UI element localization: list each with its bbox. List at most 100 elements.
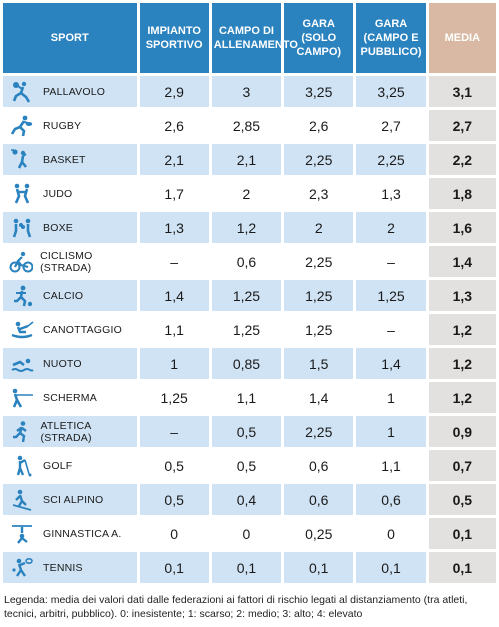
impianto-value: – — [139, 416, 209, 447]
table-row: PALLAVOLO 2,9 3 3,25 3,25 3,1 — [3, 76, 496, 107]
table-body: PALLAVOLO 2,9 3 3,25 3,25 3,1 RUGBY 2,6 2,85 2,6 2… — [3, 76, 496, 583]
table-row: BASKET 2,1 2,1 2,25 2,25 2,2 — [3, 144, 496, 175]
gymnastics-icon — [7, 521, 37, 547]
campo-value: 2,85 — [211, 110, 282, 141]
campo-value: 0 — [211, 518, 282, 549]
gara-solo-value: 1,5 — [284, 348, 354, 379]
campo-value: 1,25 — [211, 314, 282, 345]
gara-pubblico-value: 2 — [356, 212, 426, 243]
header-gara-solo: GARA (SOLO CAMPO) — [284, 3, 354, 73]
media-value: 1,6 — [428, 212, 496, 243]
header-sport: SPORT — [3, 3, 137, 73]
sport-cell: SCI ALPINO — [3, 484, 137, 515]
sport-name: BASKET — [43, 153, 86, 166]
sport-name: CICLISMO (strada) — [40, 249, 93, 274]
table-row: CANOTTAGGIO 1,1 1,25 1,25–1,2 — [3, 314, 496, 345]
impianto-value: 1 — [139, 348, 209, 379]
media-value: 0,1 — [428, 552, 496, 583]
soccer-player-icon — [7, 283, 37, 309]
impianto-value: – — [139, 246, 209, 277]
gara-solo-value: 0,6 — [284, 450, 354, 481]
sport-name: SCI ALPINO — [43, 493, 104, 506]
table-row: NUOTO 1 0,85 1,5 1,4 1,2 — [3, 348, 496, 379]
gara-solo-value: 2,25 — [284, 144, 354, 175]
campo-value: 2 — [211, 178, 282, 209]
impianto-value: 0,1 — [139, 552, 209, 583]
sport-cell: ATLETICA (strada) — [3, 416, 137, 447]
impianto-value: 0,5 — [139, 450, 209, 481]
gara-pubblico-value: 1,3 — [356, 178, 426, 209]
fencing-icon — [7, 385, 37, 411]
table-row: CICLISMO (strada) –0,6 2,25–1,4 — [3, 246, 496, 277]
media-value: 1,8 — [428, 178, 496, 209]
gara-pubblico-value: 0,1 — [356, 552, 426, 583]
header-gara-pubblico: GARA (CAMPO E PUBBLICO) — [356, 3, 426, 73]
impianto-value: 0,5 — [139, 484, 209, 515]
sport-cell: CALCIO — [3, 280, 137, 311]
campo-value: 0,4 — [211, 484, 282, 515]
gara-pubblico-value: 0 — [356, 518, 426, 549]
gara-solo-value: 3,25 — [284, 76, 354, 107]
media-value: 0,9 — [428, 416, 496, 447]
sport-name: NUOTO — [43, 357, 82, 370]
sport-name: BOXE — [43, 221, 73, 234]
swimming-icon — [7, 351, 37, 377]
media-value: 3,1 — [428, 76, 496, 107]
golf-icon — [7, 453, 37, 479]
sport-name: TENNIS — [43, 561, 83, 574]
table-row: ATLETICA (strada) –0,5 2,25 1 0,9 — [3, 416, 496, 447]
header-impianto: IMPIANTO SPORTIVO — [139, 3, 209, 73]
gara-pubblico-value: 1 — [356, 416, 426, 447]
header-campo: CAMPO DI ALLENAMENTO — [211, 3, 298, 73]
campo-value: 1,25 — [211, 280, 282, 311]
media-value: 2,7 — [428, 110, 496, 141]
campo-value: 0,85 — [211, 348, 282, 379]
impianto-value: 1,4 — [139, 280, 209, 311]
table-row: SCHERMA 1,25 1,1 1,4 1 1,2 — [3, 382, 496, 413]
impianto-value: 1,1 — [139, 314, 209, 345]
volleyball-player-icon — [7, 79, 37, 105]
sport-cell: CANOTTAGGIO — [3, 314, 137, 345]
tennis-icon — [7, 555, 37, 581]
gara-pubblico-value: 1,1 — [356, 450, 426, 481]
gara-solo-value: 1,25 — [284, 314, 354, 345]
rowing-icon — [7, 317, 37, 343]
gara-solo-value: 1,25 — [284, 280, 354, 311]
header-row: SPORT IMPIANTO SPORTIVO CAMPO DI ALLENAM… — [3, 3, 496, 73]
media-value: 1,3 — [428, 280, 496, 311]
table-row: GOLF 0,5 0,5 0,6 1,1 0,7 — [3, 450, 496, 481]
gara-pubblico-value: 1,25 — [356, 280, 426, 311]
sport-name: RUGBY — [43, 119, 82, 132]
table-row: CALCIO 1,4 1,25 1,25 1,25 1,3 — [3, 280, 496, 311]
sport-cell: RUGBY — [3, 110, 137, 141]
table-row: SCI ALPINO 0,5 0,4 0,6 0,6 0,5 — [3, 484, 496, 515]
campo-value: 1,2 — [211, 212, 282, 243]
impianto-value: 2,1 — [139, 144, 209, 175]
sport-cell: BASKET — [3, 144, 137, 175]
header-media: MEDIA — [428, 3, 496, 73]
sport-name: PALLAVOLO — [43, 85, 106, 98]
media-value: 1,2 — [428, 348, 496, 379]
table-row: GINNASTICA A. 0 0 0,25 0 0,1 — [3, 518, 496, 549]
gara-pubblico-value: 2,7 — [356, 110, 426, 141]
gara-pubblico-value: 1,4 — [356, 348, 426, 379]
sport-cell: PALLAVOLO — [3, 76, 137, 107]
legend-text: Legenda: media dei valori dati dalle fed… — [4, 594, 468, 620]
cycling-icon — [7, 249, 34, 275]
sport-cell: TENNIS — [3, 552, 137, 583]
sport-name: JUDO — [43, 187, 73, 200]
sport-name: CANOTTAGGIO — [43, 323, 123, 336]
media-value: 2,2 — [428, 144, 496, 175]
table-row: TENNIS 0,1 0,1 0,1 0,1 0,1 — [3, 552, 496, 583]
judo-icon — [7, 181, 37, 207]
gara-pubblico-value: 0,6 — [356, 484, 426, 515]
sport-cell: SCHERMA — [3, 382, 137, 413]
sport-name: GINNASTICA A. — [43, 527, 122, 540]
gara-pubblico-value: 2,25 — [356, 144, 426, 175]
impianto-value: 1,25 — [139, 382, 209, 413]
sport-name: GOLF — [43, 459, 73, 472]
gara-solo-value: 2 — [284, 212, 354, 243]
media-value: 0,1 — [428, 518, 496, 549]
gara-solo-value: 2,25 — [284, 416, 354, 447]
table-row: RUGBY 2,6 2,85 2,6 2,7 2,7 — [3, 110, 496, 141]
